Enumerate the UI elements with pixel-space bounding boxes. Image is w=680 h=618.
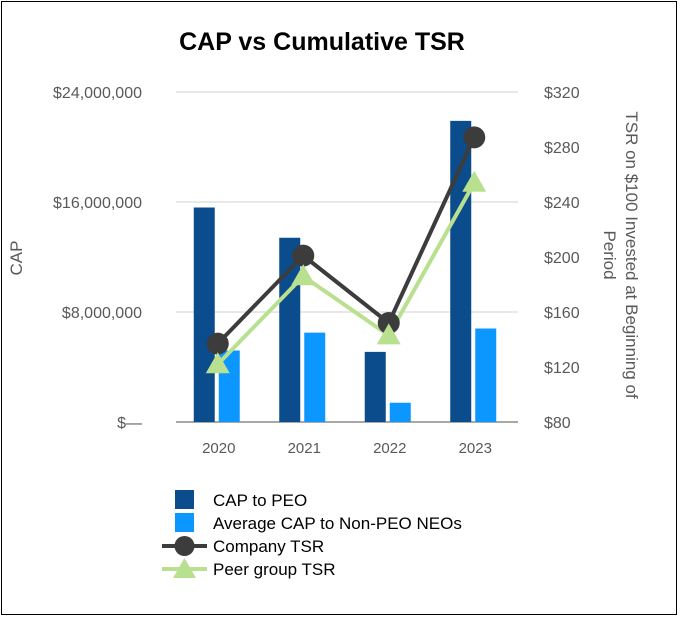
y-axis-right-label-line1: TSR on $100 Invested at Beginning of — [622, 111, 641, 399]
legend-marker — [174, 536, 195, 556]
y-tick-left-label: $8,000,000 — [62, 305, 142, 322]
peer-group-tsr-marker — [291, 264, 316, 286]
company-tsr-marker — [206, 332, 229, 355]
y-tick-right-label: $160 — [544, 305, 580, 322]
bar-avg-cap-non-peo — [304, 332, 326, 422]
bar-cap-to-peo — [279, 237, 301, 422]
bars — [193, 120, 497, 422]
legend: CAP to PEO Average CAP to Non-PEO NEOs Com… — [162, 490, 462, 579]
y-tick-right-label: $200 — [544, 250, 580, 267]
peer-group-tsr-marker — [376, 323, 401, 345]
company-tsr-marker — [377, 312, 400, 334]
peer-group-tsr-marker — [205, 352, 230, 374]
x-tick-label: 2020 — [202, 440, 235, 457]
legend-swatch — [175, 513, 194, 532]
y-tick-left-label: $— — [117, 415, 142, 432]
bar-cap-to-peo — [193, 207, 215, 422]
y-axis-right-label-line2: Period — [600, 230, 619, 279]
bar-avg-cap-non-peo — [475, 328, 497, 422]
company-tsr-marker — [292, 244, 315, 267]
x-tick-label: 2023 — [459, 440, 492, 457]
legend-swatch — [175, 490, 194, 509]
x-tick-label: 2021 — [288, 440, 321, 457]
bar-cap-to-peo — [364, 351, 386, 422]
company-tsr-line — [216, 136, 477, 346]
lines — [205, 126, 487, 374]
peer-group-tsr-marker — [462, 170, 487, 192]
legend-label: Peer group TSR — [213, 560, 336, 579]
left-axis: $— $8,000,000 $16,000,000 $24,000,000 — [53, 85, 142, 432]
y-axis-right-label: TSR on $100 Invested at Beginning ofPeri… — [600, 111, 641, 399]
legend-marker — [173, 558, 196, 578]
y-tick-right-label: $80 — [544, 415, 571, 432]
y-tick-right-label: $120 — [544, 360, 580, 377]
company-tsr-marker — [463, 126, 486, 149]
x-axis: 2020 2021 2022 2023 — [202, 440, 492, 457]
bar-avg-cap-non-peo — [389, 402, 411, 422]
y-tick-right-label: $240 — [544, 195, 580, 212]
chart-title: CAP vs Cumulative TSR — [179, 28, 465, 56]
y-tick-right-label: $280 — [544, 140, 580, 157]
y-tick-right-label: $320 — [544, 85, 580, 102]
y-tick-left-label: $16,000,000 — [53, 195, 142, 212]
right-axis: $80 $120 $160 $200 $240 $280 $320 — [544, 85, 580, 432]
y-tick-left-label: $24,000,000 — [53, 85, 142, 102]
peer-group-tsr-line — [216, 181, 476, 366]
x-tick-label: 2022 — [373, 440, 406, 457]
legend-label: Average CAP to Non-PEO NEOs — [213, 514, 462, 533]
legend-label: Company TSR — [213, 537, 324, 556]
legend-label: CAP to PEO — [213, 491, 307, 510]
y-axis-left-label: CAP — [7, 241, 26, 276]
